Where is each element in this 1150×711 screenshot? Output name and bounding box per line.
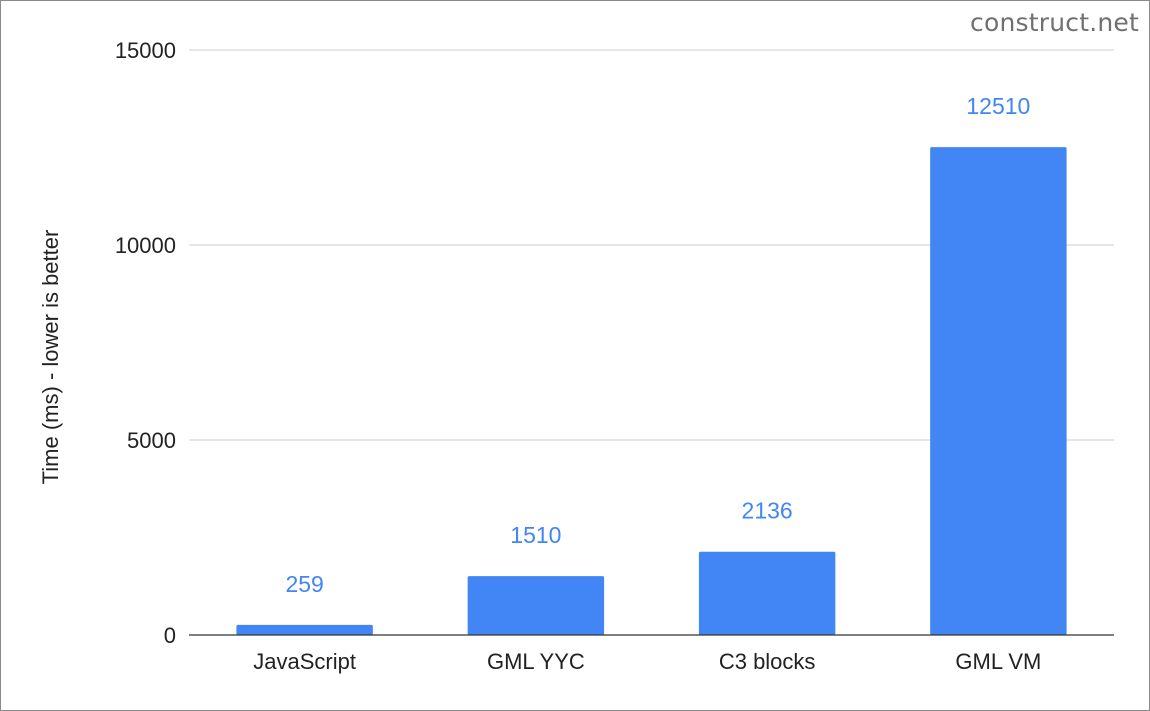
- y-tick-label: 15000: [115, 38, 176, 63]
- y-tick-label: 5000: [127, 428, 176, 453]
- data-label: 2136: [742, 498, 793, 524]
- watermark: construct.net: [970, 8, 1139, 37]
- x-tick-label: C3 blocks: [719, 649, 816, 674]
- y-tick-label: 10000: [115, 233, 176, 258]
- x-tick-labels: JavaScript GML YYC C3 blocks GML VM: [253, 649, 1041, 674]
- y-axis-title: Time (ms) - lower is better: [38, 230, 63, 485]
- bar: [930, 147, 1067, 636]
- data-labels: 259 1510 2136 12510: [285, 93, 1030, 597]
- bar: [467, 576, 605, 635]
- y-tick-label: 0: [164, 623, 176, 648]
- x-tick-label: GML YYC: [487, 649, 585, 674]
- data-label: 259: [285, 571, 323, 597]
- x-tick-label: JavaScript: [253, 649, 356, 674]
- bar: [236, 624, 373, 635]
- y-tick-labels: 0 5000 10000 15000: [115, 38, 176, 648]
- bar: [698, 551, 836, 635]
- data-label: 1510: [510, 522, 561, 548]
- x-tick-label: GML VM: [955, 649, 1041, 674]
- bars: [236, 147, 1067, 636]
- data-label: 12510: [966, 93, 1030, 119]
